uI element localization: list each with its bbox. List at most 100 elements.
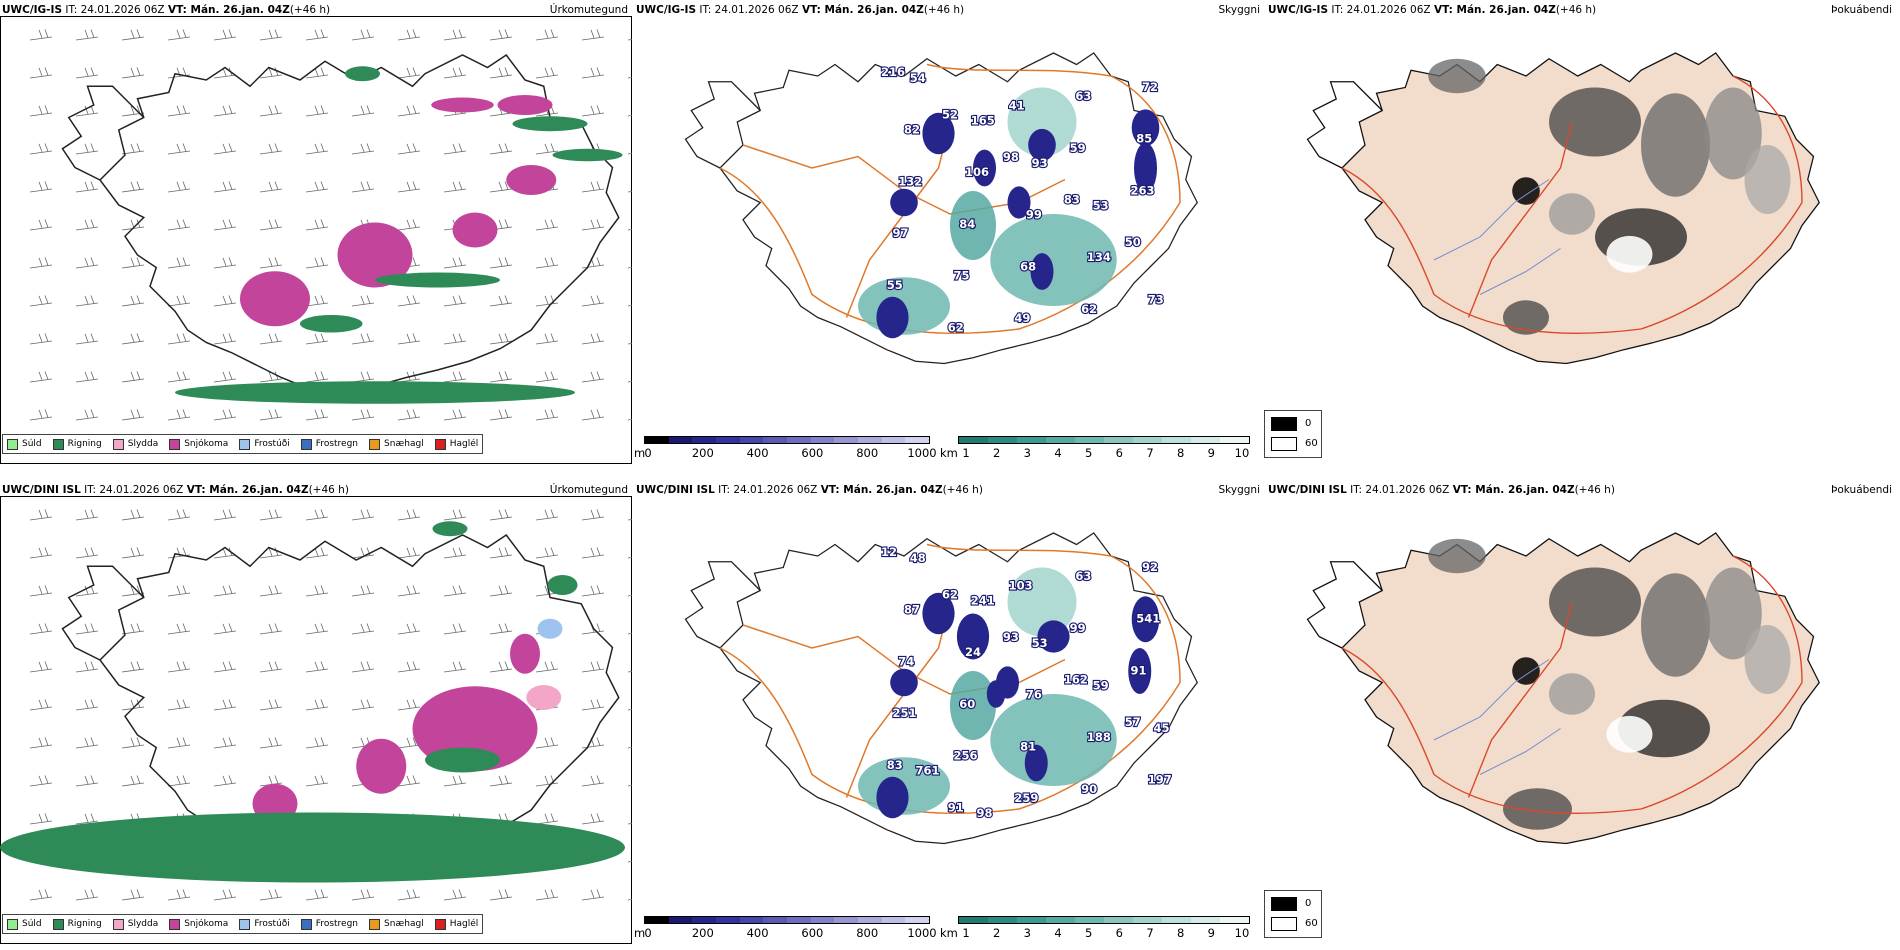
legend-swatch xyxy=(434,918,446,930)
fog-index-shading xyxy=(1606,715,1653,753)
colorbar-step xyxy=(858,917,882,923)
cloud-base-label: 52 xyxy=(942,108,958,122)
legend-item: Frostregn xyxy=(300,438,359,450)
cloud-base-visibility-panel: 12 62 93 162 57 83 91 103 99 91 251 256 259 63 541 74 60… xyxy=(634,480,1264,940)
colorbar-step xyxy=(739,917,764,923)
colorbar-step xyxy=(1133,437,1162,443)
cloud-base-label: 53 xyxy=(1093,198,1109,212)
legend-item: Slydda xyxy=(112,438,158,450)
init-time-value: 24.01.2026 06Z xyxy=(714,4,799,16)
snow-area xyxy=(431,97,494,113)
cloud-base-label: 256 xyxy=(953,749,977,763)
cloud-base-label: 48 xyxy=(910,551,926,565)
cloud-base-label: 90 xyxy=(1081,782,1097,796)
cloud-base-label: 259 xyxy=(1014,791,1038,805)
cloud-base-label: 134 xyxy=(1087,250,1111,264)
cloud-base-label: 93 xyxy=(1003,630,1019,644)
rain-area xyxy=(552,148,623,162)
colorbar-tick: 200 xyxy=(691,446,714,460)
legend-item: Súld xyxy=(7,438,42,450)
fog-index-shading xyxy=(1503,788,1572,830)
colorbar-step xyxy=(1133,917,1162,923)
road-network xyxy=(719,543,1181,815)
cloud-base-label: 216 xyxy=(881,65,905,79)
colorbar-step xyxy=(668,437,693,443)
low-cloud-base-area xyxy=(1024,744,1048,782)
road-network xyxy=(1341,75,1803,334)
fog-legend-swatch xyxy=(1271,897,1297,911)
legend-swatch xyxy=(52,438,64,450)
low-cloud-base-area xyxy=(922,112,955,155)
colorbar-step xyxy=(787,437,811,443)
low-cloud-base-area xyxy=(876,776,909,819)
legend-item: Snæhagl xyxy=(369,438,424,450)
legend-swatch xyxy=(7,438,18,450)
legend-item: Rigning xyxy=(52,438,102,450)
cloud-base-label: 60 xyxy=(959,697,975,711)
colorbar-tick: 800 xyxy=(856,926,879,940)
low-cloud-base-area xyxy=(986,680,1006,708)
colorbar-step xyxy=(1017,917,1046,923)
colorbar-step xyxy=(645,437,669,443)
fog-index-shading xyxy=(1428,538,1486,574)
cloud-base-label: 162 xyxy=(1064,673,1088,687)
cloud-base-label: 54 xyxy=(910,71,926,85)
lead-time: (+46 h) xyxy=(1574,484,1615,496)
colorbar-step xyxy=(834,437,859,443)
model-name: UWC/IG-IS xyxy=(636,4,697,16)
fog-index-legend: 0 60 xyxy=(1264,410,1322,458)
legend-swatch xyxy=(169,438,181,450)
colorbar-tick: 3 xyxy=(1023,446,1031,460)
low-visibility-area xyxy=(1007,87,1077,157)
cloud-base-label: 72 xyxy=(1142,80,1158,94)
legend-label: Frostregn xyxy=(315,439,359,449)
colorbar-tick: 1 xyxy=(962,926,970,940)
colorbar-tick: 5 xyxy=(1084,446,1093,460)
cloud-base-label: 85 xyxy=(1136,132,1152,146)
fog-index-panel: UWC/IG-IS IT: 24.01.2026 06Z VT: Mán. 26… xyxy=(1264,0,1896,458)
fog-legend-label: 60 xyxy=(1305,438,1318,449)
cloud-base-labels: 12 62 93 162 57 83 91 103 99 91 251 256 259 63 541 74 60… xyxy=(880,544,1173,821)
low-cloud-base-area xyxy=(876,296,909,339)
colorbar-step xyxy=(716,437,740,443)
colorbar-tick: 10 xyxy=(1234,446,1250,460)
snow-area xyxy=(452,212,498,248)
iceland-outline xyxy=(1306,532,1820,845)
precip-map xyxy=(0,509,632,901)
cloud-base-label: 92 xyxy=(1142,560,1158,574)
rain-area xyxy=(432,521,468,537)
colorbar-step xyxy=(1075,917,1104,923)
fog-map xyxy=(1306,52,1820,365)
legend-swatch xyxy=(369,438,381,450)
freezing-drizzle-area xyxy=(537,618,563,639)
colorbar-tick: 3 xyxy=(1023,926,1031,940)
cloud-base-label: 97 xyxy=(893,226,909,240)
lead-time: (+46 h) xyxy=(942,484,983,496)
cloud-base-label: 45 xyxy=(1154,721,1170,735)
legend-swatch xyxy=(169,918,181,930)
legend-item: Frostúði xyxy=(239,438,290,450)
cloud-base-label: 55 xyxy=(887,278,903,292)
rain-area xyxy=(0,812,625,883)
river-network xyxy=(1433,179,1561,295)
cloud-base-label: 76 xyxy=(1026,688,1042,702)
map-frame xyxy=(0,16,632,464)
cloud-base-label: 263 xyxy=(1131,183,1155,197)
snow-area xyxy=(497,95,553,115)
fog-legend-swatch xyxy=(1271,437,1297,451)
fog-index-panel: UWC/DINI ISL IT: 24.01.2026 06Z VT: Mán.… xyxy=(1264,480,1896,938)
colorbar-step xyxy=(959,917,988,923)
colorbar-step xyxy=(905,437,930,443)
legend-label: Súld xyxy=(22,439,42,449)
low-cloud-base-area xyxy=(922,592,955,635)
legend-swatch xyxy=(52,918,64,930)
colorbar-step xyxy=(905,917,930,923)
low-cloud-base-area xyxy=(890,668,918,697)
colorbar-tick: 600 xyxy=(801,446,824,460)
low-cloud-base-area xyxy=(1128,648,1152,694)
colorbar-unit: km xyxy=(940,926,958,940)
rain-area xyxy=(345,66,380,82)
colorbar-strip xyxy=(644,916,930,924)
snow-area xyxy=(356,738,407,794)
colorbar-tick: 800 xyxy=(856,446,879,460)
